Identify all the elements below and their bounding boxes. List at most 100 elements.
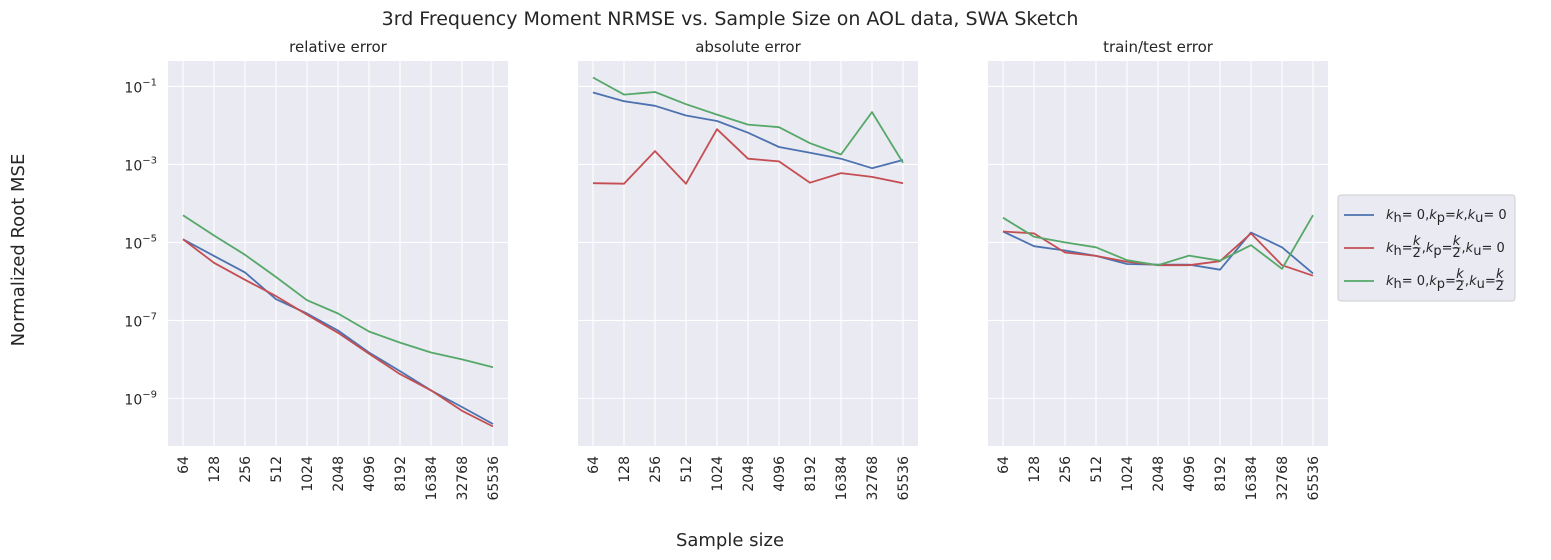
svg-text:k: k	[1426, 241, 1434, 256]
svg-text:,: ,	[1462, 241, 1466, 256]
panel-3: train/test error 64 128 256 512 1024 2048 4096 8…	[988, 38, 1328, 501]
svg-text:k: k	[1466, 241, 1474, 256]
x-tick-label: 16384	[834, 456, 850, 501]
svg-text:2: 2	[1452, 246, 1460, 261]
svg-text:k: k	[1386, 208, 1394, 223]
series-line-1	[592, 91, 904, 170]
x-tick-label: 16384	[1244, 456, 1260, 501]
svg-text:p: p	[1437, 277, 1445, 292]
fraction: k2	[1452, 234, 1460, 261]
svg-text:k: k	[1429, 274, 1437, 289]
legend-box	[1337, 194, 1516, 302]
x-tick-label: 4096	[1182, 456, 1198, 492]
x-tick-label: 256	[648, 456, 664, 483]
chart-panels: relative error 64 128 256 512 1024 2048 4096 819…	[124, 38, 1328, 501]
svg-text:=: =	[1485, 274, 1496, 289]
svg-text:=: =	[1445, 274, 1456, 289]
x-tick-label: 2048	[1151, 456, 1167, 492]
series-line-2	[592, 128, 904, 185]
svg-text:2: 2	[1456, 279, 1464, 294]
fraction: k2	[1496, 267, 1504, 294]
x-tick-label: 64	[586, 456, 602, 474]
svg-text:,: ,	[1422, 241, 1426, 256]
x-tick-label: 4096	[362, 456, 378, 492]
panel-title: train/test error	[1103, 38, 1214, 56]
x-tick-label: 65536	[1306, 456, 1322, 501]
x-tick-label: 128	[207, 456, 223, 483]
svg-text:=: =	[1445, 208, 1456, 223]
y-tick-label: 10−5	[124, 233, 157, 252]
svg-text:u: u	[1473, 244, 1481, 259]
svg-text:=: =	[1402, 241, 1413, 256]
svg-text:= 0,: = 0,	[1402, 208, 1429, 223]
x-tick-label: 16384	[424, 456, 440, 501]
panel-title: relative error	[289, 38, 387, 56]
x-tick-label: 2048	[741, 456, 757, 492]
panel-1: relative error 64 128 256 512 1024 2048 4096 819…	[124, 38, 508, 501]
svg-text:,: ,	[1463, 208, 1467, 223]
svg-text:u: u	[1477, 277, 1485, 292]
svg-text:= 0: = 0	[1483, 208, 1506, 223]
x-tick-label: 512	[1089, 456, 1105, 483]
x-tick-label: 256	[238, 456, 254, 483]
x-tick-label: 512	[679, 456, 695, 483]
x-tick-label: 65536	[896, 456, 912, 501]
series-line-3	[592, 76, 904, 164]
x-tick-label: 8192	[1213, 456, 1229, 492]
svg-text:h: h	[1394, 244, 1402, 259]
x-tick-label: 32768	[455, 456, 471, 501]
x-tick-label: 8192	[393, 456, 409, 492]
y-axis-label: Normalized Root MSE	[8, 154, 29, 347]
svg-text:=: =	[1442, 241, 1453, 256]
svg-text:k: k	[1469, 274, 1477, 289]
svg-text:k: k	[1496, 267, 1504, 282]
x-tick-label: 32768	[1275, 456, 1291, 501]
fraction: k2	[1456, 267, 1464, 294]
svg-text:h: h	[1394, 211, 1402, 226]
svg-text:p: p	[1433, 244, 1441, 259]
series-line-3	[1002, 214, 1314, 270]
x-tick-label: 128	[617, 456, 633, 483]
svg-text:k: k	[1386, 274, 1394, 289]
svg-text:u: u	[1475, 211, 1483, 226]
svg-text:= 0: = 0	[1481, 241, 1504, 256]
x-tick-label: 64	[176, 456, 192, 474]
svg-text:p: p	[1437, 211, 1445, 226]
panel-title: absolute error	[695, 38, 801, 56]
svg-text:2: 2	[1413, 246, 1421, 261]
svg-text:k: k	[1453, 234, 1461, 249]
x-tick-label: 32768	[865, 456, 881, 501]
series-line-3	[182, 214, 494, 369]
svg-text:k: k	[1429, 208, 1437, 223]
x-tick-label: 512	[269, 456, 285, 483]
y-tick-label: 10−9	[124, 389, 157, 408]
x-tick-label: 2048	[331, 456, 347, 492]
svg-text:k: k	[1386, 241, 1394, 256]
svg-text:h: h	[1394, 277, 1402, 292]
x-tick-label: 65536	[486, 456, 502, 501]
svg-text:k: k	[1456, 267, 1464, 282]
x-axis-label: Sample size	[676, 530, 784, 551]
x-tick-label: 1024	[300, 456, 316, 492]
x-tick-label: 8192	[803, 456, 819, 492]
x-tick-label: 128	[1027, 456, 1043, 483]
panel-2: absolute error 64 128 256 512 1024 2048 4096 819…	[578, 38, 918, 501]
series-line-1	[182, 238, 494, 425]
svg-text:2: 2	[1496, 279, 1504, 294]
series-line-2	[182, 238, 494, 428]
x-tick-label: 1024	[710, 456, 726, 492]
x-tick-label: 64	[996, 456, 1012, 474]
x-tick-label: 1024	[1120, 456, 1136, 492]
fraction: k2	[1413, 234, 1421, 261]
x-tick-label: 256	[1058, 456, 1074, 483]
x-tick-label: 4096	[772, 456, 788, 492]
y-tick-label: 10−7	[124, 311, 157, 330]
svg-text:= 0,: = 0,	[1402, 274, 1429, 289]
svg-text:k: k	[1456, 208, 1464, 223]
figure-title: 3rd Frequency Moment NRMSE vs. Sample Si…	[382, 8, 1079, 30]
